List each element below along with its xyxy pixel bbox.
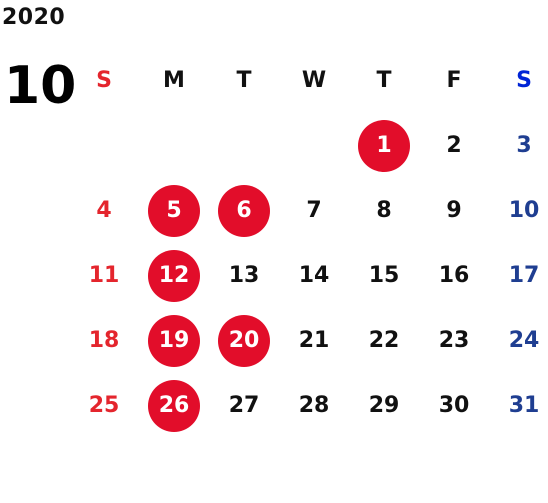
day-number: 21 <box>298 328 330 353</box>
day-number: 15 <box>368 263 400 288</box>
calendar-day-cell: 6 <box>209 178 279 243</box>
holiday-day-number: 20 <box>218 314 270 367</box>
calendar-day-cell: 28 <box>279 373 349 438</box>
calendar-day-cell: 27 <box>209 373 279 438</box>
day-number: 30 <box>438 393 470 418</box>
day-number: 10 <box>508 198 540 223</box>
calendar-day-cell: 16 <box>419 243 489 308</box>
day-number: 11 <box>88 263 120 288</box>
calendar-day-cell: 10 <box>489 178 548 243</box>
calendar-day-cell: 20 <box>209 308 279 373</box>
day-number: 22 <box>368 328 400 353</box>
calendar-day-cell: 29 <box>349 373 419 438</box>
weekday-header-saturday: S <box>516 68 532 93</box>
calendar-day-cell: 24 <box>489 308 548 373</box>
calendar-day-cell: 21 <box>279 308 349 373</box>
holiday-day-number: 6 <box>218 184 270 237</box>
calendar-day-cell: 15 <box>349 243 419 308</box>
calendar-day-cell: 31 <box>489 373 548 438</box>
weekday-header-tuesday: T <box>236 68 252 93</box>
day-number: 23 <box>438 328 470 353</box>
calendar-day-cell: 30 <box>419 373 489 438</box>
day-number: 28 <box>298 393 330 418</box>
day-number: 2 <box>446 133 462 158</box>
holiday-day-number: 26 <box>148 379 200 432</box>
calendar-day-cell: 12 <box>139 243 209 308</box>
calendar-day-cell: 5 <box>139 178 209 243</box>
day-number: 9 <box>446 198 462 223</box>
calendar-day-cell: 26 <box>139 373 209 438</box>
day-number: 13 <box>228 263 260 288</box>
calendar-day-cell: 7 <box>279 178 349 243</box>
calendar-day-cell: 11 <box>69 243 139 308</box>
holiday-day-number: 19 <box>148 314 200 367</box>
calendar-grid: S M T W T F S 1 2 3 4 5 6 7 8 9 10 11 12 13 14 15 16 17 1… <box>69 48 548 438</box>
day-number: 29 <box>368 393 400 418</box>
day-number: 8 <box>376 198 392 223</box>
holiday-day-number: 5 <box>148 184 200 237</box>
weekday-header-sunday: S <box>96 68 112 93</box>
calendar-day-cell: 1 <box>349 113 419 178</box>
day-number: 25 <box>88 393 120 418</box>
day-number: 27 <box>228 393 260 418</box>
day-number: 3 <box>516 133 532 158</box>
calendar-day-cell: 4 <box>69 178 139 243</box>
holiday-day-number: 12 <box>148 249 200 302</box>
day-number: 24 <box>508 328 540 353</box>
day-number: 18 <box>88 328 120 353</box>
holiday-day-number: 1 <box>358 119 410 172</box>
calendar-empty-cell <box>279 113 349 178</box>
day-number: 16 <box>438 263 470 288</box>
calendar-empty-cell <box>69 113 139 178</box>
weekday-header-wednesday: W <box>301 68 327 93</box>
calendar-day-cell: 25 <box>69 373 139 438</box>
calendar-day-cell: 2 <box>419 113 489 178</box>
calendar-day-cell: 19 <box>139 308 209 373</box>
day-number: 7 <box>306 198 322 223</box>
calendar-day-cell: 22 <box>349 308 419 373</box>
month-number: 10 <box>4 56 77 116</box>
calendar-day-cell: 13 <box>209 243 279 308</box>
day-number: 14 <box>298 263 330 288</box>
weekday-header-monday: M <box>163 68 185 93</box>
calendar-empty-cell <box>209 113 279 178</box>
day-number: 17 <box>508 263 540 288</box>
calendar-day-cell: 14 <box>279 243 349 308</box>
calendar-day-cell: 18 <box>69 308 139 373</box>
weekday-header-friday: F <box>446 68 462 93</box>
calendar-empty-cell <box>139 113 209 178</box>
calendar-day-cell: 8 <box>349 178 419 243</box>
calendar-day-cell: 23 <box>419 308 489 373</box>
calendar-day-cell: 3 <box>489 113 548 178</box>
calendar-day-cell: 9 <box>419 178 489 243</box>
year-label: 2020 <box>2 5 66 30</box>
calendar-day-cell: 17 <box>489 243 548 308</box>
weekday-header-thursday: T <box>376 68 392 93</box>
day-number: 4 <box>96 198 112 223</box>
day-number: 31 <box>508 393 540 418</box>
